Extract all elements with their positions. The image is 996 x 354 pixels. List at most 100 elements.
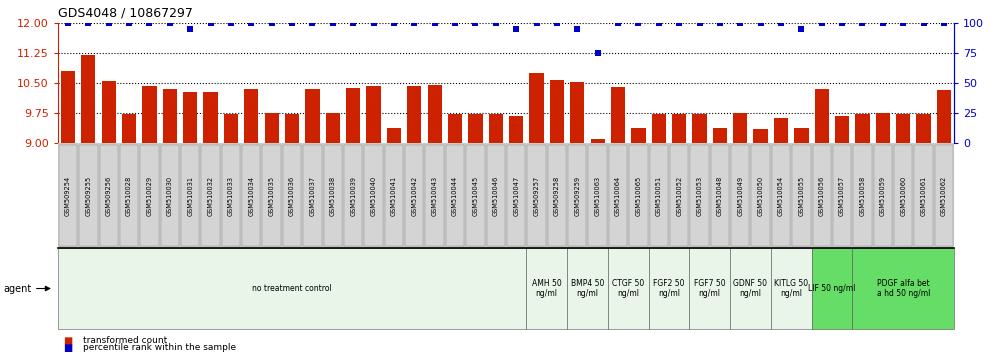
Bar	[407, 86, 421, 143]
Point	[570, 26, 586, 32]
Point	[732, 20, 748, 26]
Bar	[468, 114, 482, 143]
Text: CTGF 50
ng/ml: CTGF 50 ng/ml	[613, 279, 644, 298]
Bar	[122, 114, 136, 143]
Text: BMP4 50
ng/ml: BMP4 50 ng/ml	[571, 279, 605, 298]
Text: GSM509256: GSM509256	[106, 176, 112, 216]
Bar	[102, 81, 116, 143]
Bar	[203, 92, 218, 143]
Text: GSM510049: GSM510049	[737, 176, 743, 216]
Point	[366, 20, 381, 26]
Text: GSM510054: GSM510054	[778, 176, 784, 216]
Text: GSM509258: GSM509258	[554, 176, 560, 216]
Text: GSM510032: GSM510032	[207, 176, 213, 216]
Bar	[815, 89, 829, 143]
Text: GSM510043: GSM510043	[431, 176, 437, 216]
Bar	[794, 128, 809, 143]
Point	[122, 20, 137, 26]
Text: GSM510057: GSM510057	[839, 176, 846, 216]
Bar	[386, 128, 401, 143]
Text: GSM510064: GSM510064	[615, 176, 622, 216]
Point	[81, 20, 97, 26]
Text: GSM510047: GSM510047	[513, 176, 519, 216]
Text: GSM510060: GSM510060	[900, 176, 906, 216]
Text: GSM510039: GSM510039	[351, 176, 357, 216]
Text: LIF 50 ng/ml: LIF 50 ng/ml	[808, 284, 856, 293]
Point	[915, 20, 931, 26]
Point	[549, 20, 565, 26]
Point	[223, 20, 239, 26]
Point	[895, 20, 911, 26]
Bar	[509, 116, 523, 143]
Bar	[875, 113, 890, 143]
Bar	[265, 113, 279, 143]
Point	[529, 20, 545, 26]
Text: FGF2 50
ng/ml: FGF2 50 ng/ml	[653, 279, 684, 298]
Point	[611, 20, 626, 26]
Bar	[916, 114, 930, 143]
Bar	[82, 55, 96, 143]
Point	[671, 20, 687, 26]
Text: percentile rank within the sample: percentile rank within the sample	[83, 343, 236, 352]
Bar	[591, 138, 605, 143]
Text: GSM510028: GSM510028	[126, 176, 132, 216]
Point	[650, 20, 666, 26]
Text: GSM510040: GSM510040	[371, 176, 376, 216]
Point	[590, 50, 606, 56]
Text: GSM510044: GSM510044	[452, 176, 458, 216]
Text: GSM509259: GSM509259	[575, 176, 581, 216]
Text: GSM510065: GSM510065	[635, 176, 641, 216]
Text: GSM510031: GSM510031	[187, 176, 193, 216]
Text: transformed count: transformed count	[83, 336, 167, 345]
Bar	[530, 73, 544, 143]
Point	[467, 20, 483, 26]
Point	[284, 20, 300, 26]
Bar	[162, 89, 177, 143]
Text: FGF7 50
ng/ml: FGF7 50 ng/ml	[694, 279, 725, 298]
Bar	[306, 89, 320, 143]
Bar	[937, 90, 951, 143]
Text: PDGF alfa bet
a hd 50 ng/ml: PDGF alfa bet a hd 50 ng/ml	[876, 279, 930, 298]
Text: GSM510041: GSM510041	[390, 176, 397, 216]
Point	[243, 20, 259, 26]
Text: GSM510046: GSM510046	[493, 176, 499, 216]
Bar	[651, 114, 666, 143]
Text: ■: ■	[63, 343, 72, 353]
Point	[712, 20, 728, 26]
Text: GSM510042: GSM510042	[411, 176, 417, 216]
Text: AMH 50
ng/ml: AMH 50 ng/ml	[532, 279, 562, 298]
Text: GSM510034: GSM510034	[248, 176, 254, 216]
Text: GSM510058: GSM510058	[860, 176, 866, 216]
Point	[488, 20, 504, 26]
Point	[182, 26, 198, 32]
Bar	[448, 114, 462, 143]
Point	[508, 26, 524, 32]
Bar	[346, 88, 361, 143]
Point	[835, 20, 851, 26]
Bar	[713, 128, 727, 143]
Bar	[142, 86, 156, 143]
Text: GSM509255: GSM509255	[86, 176, 92, 216]
Bar	[550, 80, 564, 143]
Point	[691, 20, 707, 26]
Text: GSM510048: GSM510048	[717, 176, 723, 216]
Text: GSM510033: GSM510033	[228, 176, 234, 216]
Point	[874, 20, 890, 26]
Bar	[856, 114, 870, 143]
Text: GSM509254: GSM509254	[65, 176, 71, 216]
Bar	[427, 85, 442, 143]
Text: GSM510029: GSM510029	[146, 176, 152, 216]
Text: GSM510059: GSM510059	[879, 176, 885, 216]
Text: GSM510053: GSM510053	[696, 176, 702, 216]
Point	[161, 20, 178, 26]
Text: KITLG 50
ng/ml: KITLG 50 ng/ml	[774, 279, 808, 298]
Point	[855, 20, 871, 26]
Point	[794, 26, 810, 32]
Bar	[326, 113, 340, 143]
Bar	[611, 87, 625, 143]
Text: GSM510061: GSM510061	[920, 176, 926, 216]
Text: agent: agent	[3, 284, 31, 293]
Bar	[489, 114, 503, 143]
Text: GSM510037: GSM510037	[310, 176, 316, 216]
Bar	[61, 71, 75, 143]
